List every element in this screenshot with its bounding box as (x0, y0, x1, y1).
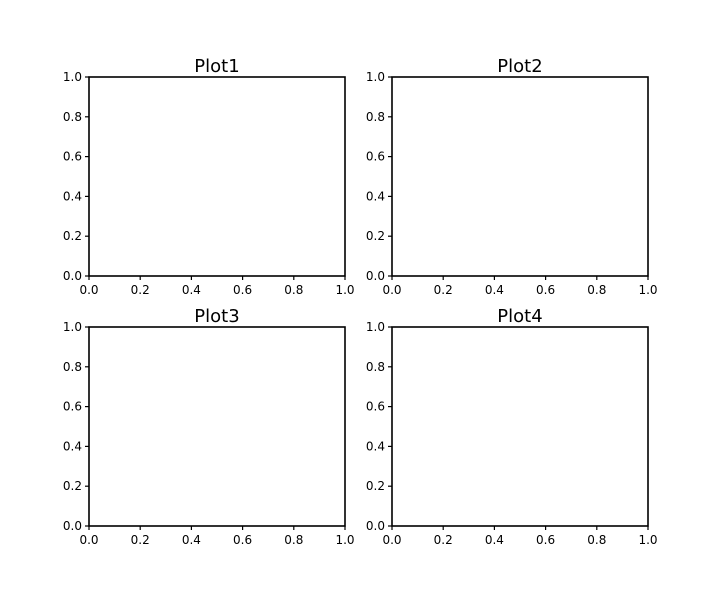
subplot-plot3: Plot3 0.0 0.2 0.4 0.6 0.8 1.0 0.0 0.2 0.4 0.6 0.8… (63, 306, 355, 547)
subplot-title: Plot3 (194, 306, 239, 327)
y-tick-label: 1.0 (366, 320, 385, 334)
y-tick-label: 0.4 (366, 439, 385, 453)
y-tick-label: 0.8 (366, 360, 385, 374)
x-tick-label: 0.0 (79, 283, 98, 297)
y-tick-label: 0.0 (63, 519, 82, 533)
x-tick-label: 0.2 (434, 533, 453, 547)
y-tick-label: 0.2 (63, 229, 82, 243)
axes-frame (88, 76, 346, 277)
x-tick-label: 0.0 (382, 533, 401, 547)
subplot-plot4: Plot4 0.0 0.2 0.4 0.6 0.8 1.0 0.0 0.2 0.4 0.6 0.8… (366, 306, 658, 547)
x-tick-label: 0.4 (182, 283, 201, 297)
x-tick-label: 0.8 (284, 283, 303, 297)
y-tick-label: 0.2 (366, 479, 385, 493)
x-tick-label: 0.2 (131, 533, 150, 547)
axes-frame (391, 326, 649, 527)
y-tick-label: 0.6 (366, 400, 385, 414)
y-tick-label: 0.2 (63, 479, 82, 493)
y-tick-label: 0.0 (366, 269, 385, 283)
subplot-title: Plot2 (497, 56, 542, 77)
x-tick-label: 0.6 (536, 283, 555, 297)
subplot-title: Plot1 (194, 56, 239, 77)
x-tick-label: 0.8 (587, 533, 606, 547)
y-tick-label: 0.8 (63, 110, 82, 124)
x-tick-label: 1.0 (638, 533, 657, 547)
x-tick-label: 0.4 (182, 533, 201, 547)
y-tick-label: 0.6 (63, 150, 82, 164)
axes-frame (88, 326, 346, 527)
x-tick-label: 0.6 (536, 533, 555, 547)
subplot-title: Plot4 (497, 306, 542, 327)
subplot-plot2: Plot2 0.0 0.2 0.4 0.6 0.8 1.0 0.0 0.2 0.4 0.6 0.8… (366, 56, 658, 297)
x-axis: 0.0 0.2 0.4 0.6 0.8 1.0 (382, 276, 658, 297)
x-tick-label: 0.4 (485, 283, 504, 297)
x-tick-label: 1.0 (335, 283, 354, 297)
y-tick-label: 0.4 (63, 189, 82, 203)
x-tick-label: 1.0 (638, 283, 657, 297)
x-tick-label: 0.8 (284, 533, 303, 547)
y-tick-label: 0.6 (366, 150, 385, 164)
x-axis: 0.0 0.2 0.4 0.6 0.8 1.0 (79, 526, 355, 547)
x-axis: 0.0 0.2 0.4 0.6 0.8 1.0 (382, 526, 658, 547)
x-tick-label: 0.6 (233, 533, 252, 547)
y-tick-label: 0.0 (366, 519, 385, 533)
x-tick-label: 0.8 (587, 283, 606, 297)
x-tick-label: 0.2 (434, 283, 453, 297)
y-tick-label: 1.0 (63, 70, 82, 84)
y-tick-label: 0.8 (366, 110, 385, 124)
y-tick-label: 0.8 (63, 360, 82, 374)
axes-frame (391, 76, 649, 277)
x-tick-label: 1.0 (335, 533, 354, 547)
x-tick-label: 0.4 (485, 533, 504, 547)
subplot-plot1: Plot1 0.0 0.2 0.4 0.6 0.8 1.0 0.0 0.2 0.4 0.6 0.8… (63, 56, 355, 297)
y-axis: 0.0 0.2 0.4 0.6 0.8 1.0 (366, 320, 392, 533)
y-tick-label: 0.4 (366, 189, 385, 203)
y-axis: 0.0 0.2 0.4 0.6 0.8 1.0 (63, 70, 89, 283)
y-tick-label: 0.0 (63, 269, 82, 283)
y-axis: 0.0 0.2 0.4 0.6 0.8 1.0 (366, 70, 392, 283)
y-tick-label: 1.0 (366, 70, 385, 84)
x-tick-label: 0.6 (233, 283, 252, 297)
x-axis: 0.0 0.2 0.4 0.6 0.8 1.0 (79, 276, 355, 297)
y-tick-label: 0.2 (366, 229, 385, 243)
x-tick-label: 0.0 (79, 533, 98, 547)
x-tick-label: 0.2 (131, 283, 150, 297)
y-tick-label: 1.0 (63, 320, 82, 334)
x-tick-label: 0.0 (382, 283, 401, 297)
y-tick-label: 0.6 (63, 400, 82, 414)
y-axis: 0.0 0.2 0.4 0.6 0.8 1.0 (63, 320, 89, 533)
y-tick-label: 0.4 (63, 439, 82, 453)
